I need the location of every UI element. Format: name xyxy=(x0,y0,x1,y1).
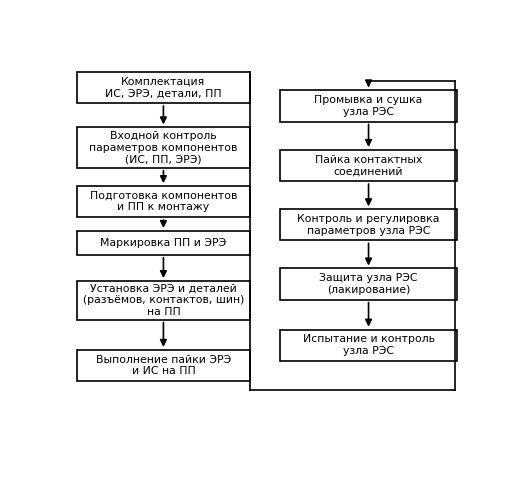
Bar xyxy=(77,186,250,217)
Bar xyxy=(77,72,250,103)
Text: Подготовка компонентов
и ПП к монтажу: Подготовка компонентов и ПП к монтажу xyxy=(90,191,237,212)
Bar xyxy=(280,150,457,181)
Text: Установка ЭРЭ и деталей
(разъёмов, контактов, шин)
на ПП: Установка ЭРЭ и деталей (разъёмов, конта… xyxy=(83,283,244,317)
Text: Пайка контактных
соединений: Пайка контактных соединений xyxy=(315,155,422,176)
Text: Комплектация
ИС, ЭРЭ, детали, ПП: Комплектация ИС, ЭРЭ, детали, ПП xyxy=(105,77,222,98)
Text: Промывка и сушка
узла РЭС: Промывка и сушка узла РЭС xyxy=(315,95,422,117)
Text: Испытание и контроль
узла РЭС: Испытание и контроль узла РЭС xyxy=(303,335,434,356)
Bar xyxy=(77,350,250,381)
Bar xyxy=(280,329,457,361)
Text: Выполнение пайки ЭРЭ
и ИС на ПП: Выполнение пайки ЭРЭ и ИС на ПП xyxy=(96,355,231,376)
Text: Маркировка ПП и ЭРЭ: Маркировка ПП и ЭРЭ xyxy=(100,238,227,248)
Bar xyxy=(280,209,457,240)
Bar xyxy=(77,127,250,168)
Bar xyxy=(77,231,250,255)
Text: Защита узла РЭС
(лакирование): Защита узла РЭС (лакирование) xyxy=(319,273,418,295)
Text: Контроль и регулировка
параметров узла РЭС: Контроль и регулировка параметров узла Р… xyxy=(297,214,440,236)
Bar xyxy=(280,90,457,121)
Text: Входной контроль
параметров компонентов
(ИС, ПП, ЭРЭ): Входной контроль параметров компонентов … xyxy=(89,131,238,164)
Bar xyxy=(77,281,250,320)
Bar xyxy=(280,269,457,300)
